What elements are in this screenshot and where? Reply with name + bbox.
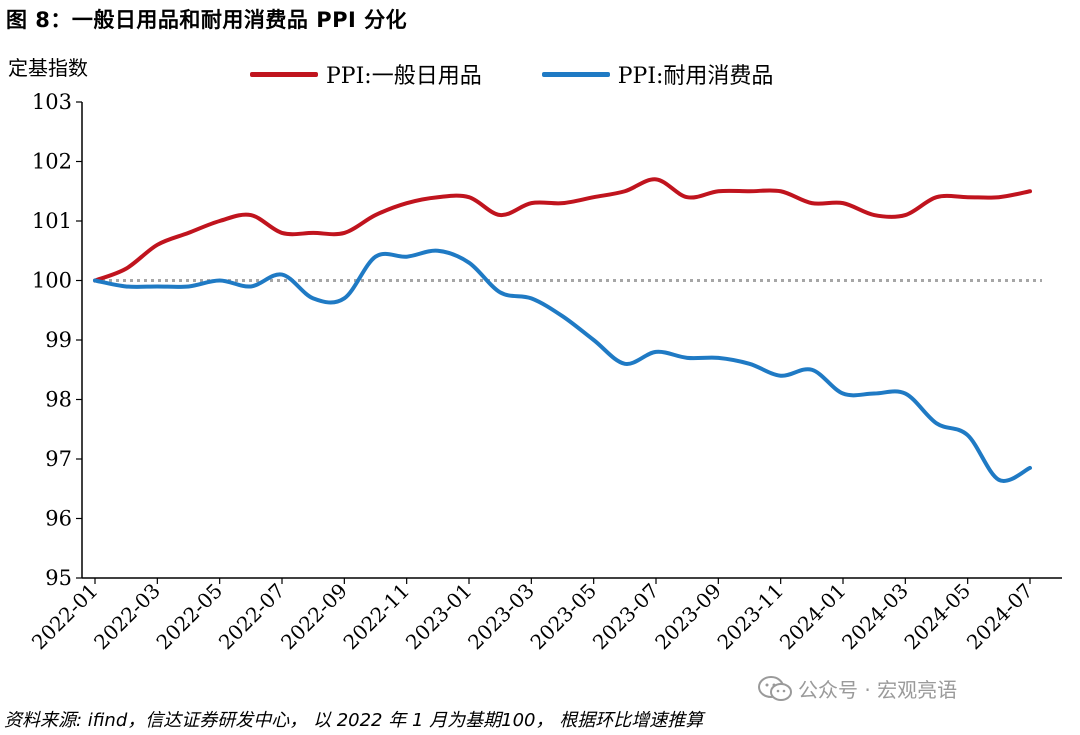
y-axis-unit-label: 定基指数 [8, 56, 88, 80]
wechat-icon [758, 675, 792, 702]
y-tick-label: 99 [45, 328, 72, 352]
x-tick-label: 2023-11 [712, 579, 788, 655]
source-note: 资料来源: ifind，信达证券研发中心， 以 2022 年 1 月为基期100… [4, 710, 704, 731]
x-tick-label: 2024-03 [837, 579, 913, 655]
series-line-2 [93, 248, 1032, 483]
watermark: 公众号 · 宏观亮语 [758, 674, 957, 703]
legend-swatch-series-2 [541, 71, 610, 77]
y-tick-label: 95 [45, 566, 72, 590]
x-tick-label: 2024-01 [775, 579, 851, 655]
legend-swatch-series-1 [250, 71, 318, 77]
figure-title: 图 8：一般日用品和耐用消费品 PPI 分化 [6, 8, 408, 32]
x-tick-label: 2024-05 [899, 579, 975, 655]
y-tick-label: 96 [45, 507, 72, 531]
x-tick-label: 2024-07 [962, 579, 1038, 655]
y-tick-label: 98 [45, 388, 72, 412]
x-tick-label: 2022-11 [338, 579, 414, 655]
chart-legend: PPI:一般日用品 PPI:耐用消费品 [250, 58, 773, 90]
legend-item-series-2: PPI:耐用消费品 [541, 58, 774, 90]
x-tick-label: 2023-05 [525, 579, 601, 655]
y-tick-label: 102 [32, 150, 72, 174]
x-tick-label: 2022-03 [89, 579, 165, 655]
y-tick-label: 97 [45, 447, 72, 471]
x-tick-label: 2023-03 [463, 579, 539, 655]
x-tick-label: 2023-07 [588, 579, 664, 655]
legend-label-series-1: PPI:一般日用品 [326, 64, 482, 89]
x-tick-label: 2023-01 [401, 579, 477, 655]
x-tick-label: 2022-05 [151, 579, 227, 655]
y-tick-label: 103 [32, 90, 72, 114]
x-tick-label: 2022-09 [276, 579, 352, 655]
series-line-1 [93, 177, 1032, 283]
legend-label-series-2: PPI:耐用消费品 [617, 64, 774, 89]
watermark-text: 公众号 · 宏观亮语 [798, 678, 958, 702]
legend-item-series-1: PPI:一般日用品 [250, 58, 482, 90]
line-chart: 95969798991001011021032022-012022-032022… [27, 90, 1062, 655]
y-tick-label: 101 [32, 209, 72, 233]
x-tick-label: 2022-07 [214, 579, 290, 655]
y-tick-label: 100 [32, 269, 72, 293]
x-tick-label: 2023-09 [650, 579, 726, 655]
